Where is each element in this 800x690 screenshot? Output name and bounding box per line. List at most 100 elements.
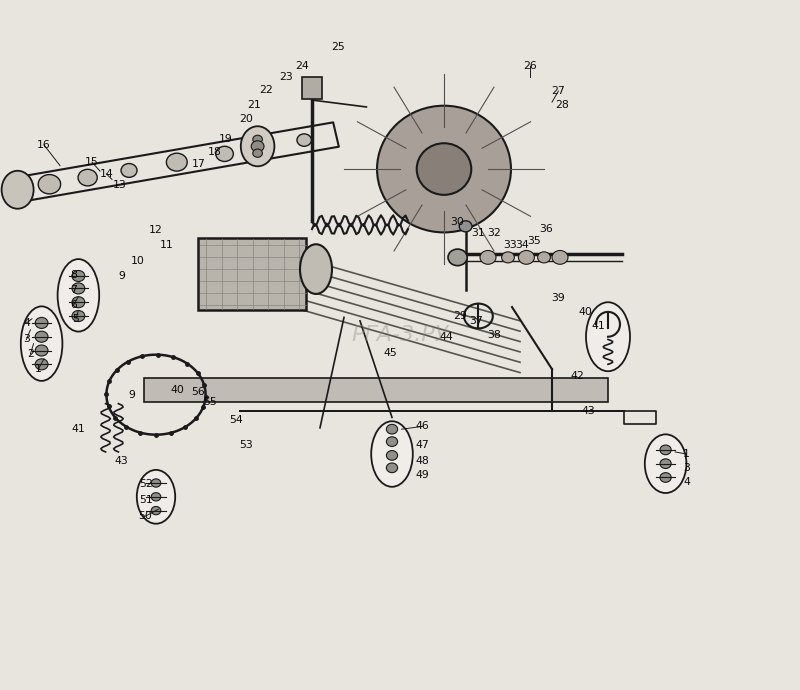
Circle shape: [121, 164, 137, 177]
Circle shape: [660, 445, 671, 455]
Circle shape: [459, 221, 472, 232]
Text: 7: 7: [70, 285, 77, 295]
Polygon shape: [14, 122, 339, 202]
Text: 32: 32: [487, 228, 502, 238]
Ellipse shape: [320, 52, 568, 286]
Circle shape: [251, 141, 264, 152]
Circle shape: [151, 506, 161, 515]
Text: 35: 35: [527, 237, 542, 246]
Circle shape: [386, 463, 398, 473]
Circle shape: [72, 297, 85, 308]
Text: 9: 9: [129, 390, 135, 400]
Circle shape: [151, 479, 161, 487]
Text: 49: 49: [415, 470, 430, 480]
Text: 56: 56: [191, 387, 206, 397]
Text: 2: 2: [27, 349, 34, 359]
Text: 17: 17: [191, 159, 206, 169]
Text: 38: 38: [487, 330, 502, 339]
Text: РГА-3.РУ: РГА-3.РУ: [351, 325, 449, 344]
Text: 43: 43: [114, 456, 129, 466]
Ellipse shape: [417, 144, 471, 195]
Text: 16: 16: [37, 140, 51, 150]
Text: 22: 22: [258, 85, 273, 95]
Text: 19: 19: [218, 135, 233, 144]
Text: 29: 29: [453, 311, 467, 321]
Circle shape: [35, 317, 48, 328]
Circle shape: [216, 146, 234, 161]
Text: 30: 30: [450, 217, 465, 227]
Circle shape: [552, 250, 568, 264]
Bar: [144, 378, 608, 402]
Circle shape: [502, 252, 514, 263]
Ellipse shape: [371, 421, 413, 487]
Circle shape: [538, 252, 550, 263]
Text: 6: 6: [70, 300, 77, 310]
Text: 55: 55: [202, 397, 217, 406]
Ellipse shape: [377, 106, 511, 233]
Bar: [494, 197, 622, 411]
Text: 43: 43: [581, 406, 595, 415]
Ellipse shape: [586, 302, 630, 371]
Text: 18: 18: [207, 147, 222, 157]
Ellipse shape: [70, 334, 210, 455]
Circle shape: [386, 451, 398, 460]
Bar: [302, 77, 322, 99]
Text: 1: 1: [683, 449, 690, 459]
Text: 54: 54: [229, 415, 243, 424]
Text: 12: 12: [149, 225, 163, 235]
Circle shape: [151, 493, 161, 501]
Polygon shape: [240, 411, 656, 424]
Text: 40: 40: [170, 385, 185, 395]
Text: 39: 39: [551, 293, 566, 303]
Text: 27: 27: [551, 86, 566, 96]
Circle shape: [258, 140, 274, 154]
Text: 1: 1: [35, 364, 42, 374]
Ellipse shape: [241, 126, 274, 166]
Text: 31: 31: [471, 228, 486, 238]
Circle shape: [253, 149, 262, 157]
Circle shape: [72, 283, 85, 294]
Circle shape: [660, 473, 671, 482]
Text: 36: 36: [538, 224, 553, 234]
Text: 53: 53: [239, 440, 254, 450]
Text: 21: 21: [247, 100, 262, 110]
Circle shape: [78, 169, 98, 186]
Ellipse shape: [645, 435, 686, 493]
Text: 3: 3: [683, 463, 690, 473]
Text: 15: 15: [85, 157, 99, 167]
Text: 46: 46: [415, 422, 430, 431]
Text: 25: 25: [330, 42, 345, 52]
Text: 34: 34: [514, 240, 529, 250]
Text: 26: 26: [522, 61, 537, 70]
Text: 47: 47: [415, 440, 430, 450]
Text: 9: 9: [118, 271, 125, 281]
Circle shape: [35, 331, 48, 342]
Text: 41: 41: [71, 424, 86, 434]
Circle shape: [72, 270, 85, 282]
Text: 24: 24: [295, 61, 310, 70]
Circle shape: [448, 249, 467, 266]
Text: 4: 4: [683, 477, 690, 486]
Text: 4: 4: [23, 318, 30, 328]
Circle shape: [166, 153, 187, 171]
Text: 11: 11: [159, 240, 174, 250]
Circle shape: [35, 359, 48, 370]
Text: 44: 44: [439, 332, 454, 342]
Text: 14: 14: [99, 169, 114, 179]
Circle shape: [297, 134, 311, 146]
Circle shape: [660, 459, 671, 469]
Circle shape: [35, 345, 48, 356]
Text: 42: 42: [570, 371, 585, 381]
Ellipse shape: [137, 470, 175, 524]
Text: 23: 23: [279, 72, 294, 82]
Ellipse shape: [58, 259, 99, 332]
Text: 41: 41: [591, 321, 606, 331]
Text: 50: 50: [138, 511, 153, 521]
Text: 20: 20: [239, 114, 254, 124]
Bar: [198, 238, 306, 310]
Circle shape: [480, 250, 496, 264]
Text: 40: 40: [578, 307, 593, 317]
Circle shape: [38, 175, 61, 194]
Ellipse shape: [300, 244, 332, 294]
Text: 52: 52: [138, 480, 153, 489]
